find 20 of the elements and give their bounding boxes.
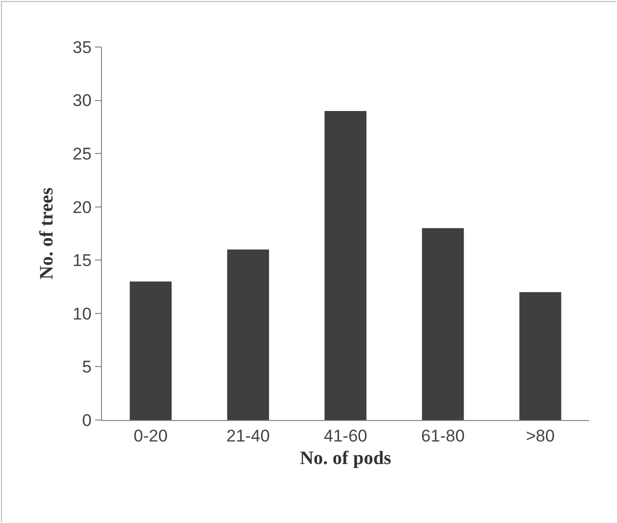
y-tick-label: 30 xyxy=(72,91,92,110)
bar xyxy=(227,249,270,420)
x-tick-label: 21-40 xyxy=(226,426,270,446)
x-tick-label: 0-20 xyxy=(134,426,168,446)
bar xyxy=(519,292,562,420)
x-axis-title: No. of pods xyxy=(300,448,392,470)
bar xyxy=(422,228,464,420)
y-tick-label: 10 xyxy=(72,304,92,324)
y-tick-label: 15 xyxy=(72,251,92,270)
y-tick-label: 20 xyxy=(72,198,92,217)
bar xyxy=(324,110,366,420)
y-tick-label: 25 xyxy=(72,144,92,164)
y-tick-label: 0 xyxy=(82,410,92,430)
x-tick-label: 61-80 xyxy=(421,426,465,446)
y-axis-title: No. of trees xyxy=(36,188,58,280)
y-tick-label: 35 xyxy=(72,38,92,57)
x-tick-label: >80 xyxy=(526,426,555,446)
x-tick-label: 41-60 xyxy=(324,426,368,446)
y-tick-label: 5 xyxy=(82,358,92,377)
bar xyxy=(130,281,172,420)
